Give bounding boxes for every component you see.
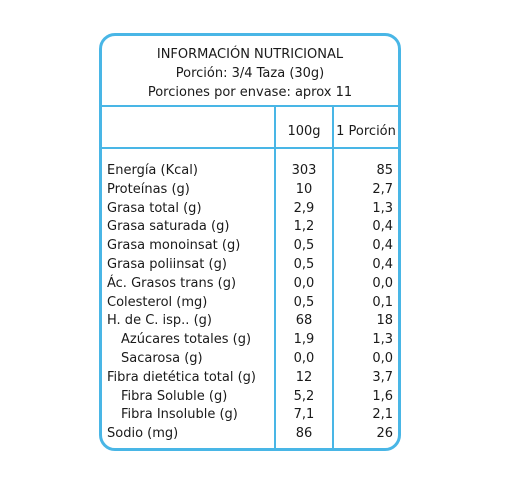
nutrient-row: H. de C. isp.. (g) 68 18 <box>102 312 398 331</box>
nutrient-row: Fibra dietética total (g) 12 3,7 <box>102 369 398 388</box>
value-portion: 1,6 <box>372 388 393 404</box>
value-100g: 0,5 <box>293 294 315 310</box>
nutrient-label: Grasa total (g) <box>107 200 202 216</box>
value-portion: 26 <box>376 426 393 442</box>
nutrition-facts-panel: INFORMACIÓN NUTRICIONAL Porción: 3/4 Taz… <box>99 33 401 451</box>
value-100g: 1,9 <box>293 332 315 348</box>
value-100g: 0,5 <box>293 238 315 254</box>
value-portion: 0,0 <box>372 350 393 366</box>
nutrient-row: Proteínas (g) 10 2,7 <box>102 181 398 200</box>
nutrient-row: Grasa total (g) 2,9 1,3 <box>102 200 398 219</box>
serving-size: Porción: 3/4 Taza (30g) <box>175 66 325 81</box>
value-portion: 0,1 <box>372 294 393 310</box>
nutrient-label: Sodio (mg) <box>107 426 179 442</box>
nutrient-row: Grasa saturada (g) 1,2 0,4 <box>102 218 398 237</box>
column-header-portion: 1 Porción <box>336 124 396 139</box>
nutrient-label: Azúcares totales (g) <box>121 332 252 348</box>
value-100g: 0,0 <box>293 275 315 291</box>
value-100g: 1,2 <box>293 219 315 235</box>
value-portion: 0,4 <box>372 256 393 272</box>
nutrient-label: Colesterol (mg) <box>107 294 208 310</box>
column-divider-portion <box>332 107 334 448</box>
nutrient-label: Proteínas (g) <box>107 181 190 197</box>
value-portion: 0,4 <box>372 219 393 235</box>
column-header-100g: 100g <box>287 124 321 139</box>
nutrient-label: Grasa saturada (g) <box>107 219 230 235</box>
nutrient-label: Energía (Kcal) <box>107 163 198 178</box>
value-portion: 18 <box>376 313 393 329</box>
value-100g: 0,5 <box>293 256 315 272</box>
value-portion: 85 <box>376 163 393 178</box>
nutrient-label: Ác. Grasos trans (g) <box>107 275 237 291</box>
value-portion: 1,3 <box>372 200 393 216</box>
nutrient-row: Fibra Soluble (g) 5,2 1,6 <box>102 388 398 407</box>
nutrient-label: Fibra dietética total (g) <box>107 369 257 385</box>
nutrient-row: Sacarosa (g) 0,0 0,0 <box>102 350 398 369</box>
nutrient-row: Ác. Grasos trans (g) 0,0 0,0 <box>102 275 398 294</box>
value-100g: 86 <box>295 426 313 442</box>
nutrient-label: Grasa poliinsat (g) <box>107 256 227 272</box>
nutrient-label: Fibra Soluble (g) <box>121 388 228 404</box>
column-divider-100g <box>274 107 276 448</box>
value-100g: 0,0 <box>293 350 315 366</box>
nutrient-label: Sacarosa (g) <box>121 350 203 366</box>
value-portion: 0,0 <box>372 275 393 291</box>
value-portion: 2,1 <box>372 407 393 423</box>
value-100g: 7,1 <box>293 407 315 423</box>
nutrient-label: Fibra Insoluble (g) <box>121 407 238 423</box>
nutrient-row: Grasa monoinsat (g) 0,5 0,4 <box>102 237 398 256</box>
value-portion: 0,4 <box>372 238 393 254</box>
nutrient-row: Azúcares totales (g) 1,9 1,3 <box>102 331 398 350</box>
column-header-divider <box>102 147 398 149</box>
value-100g: 2,9 <box>293 200 315 216</box>
value-100g: 10 <box>295 181 313 197</box>
value-100g: 5,2 <box>293 388 315 404</box>
value-100g: 12 <box>295 369 313 385</box>
nutrient-row: Colesterol (mg) 0,5 0,1 <box>102 294 398 313</box>
servings-per-container: Porciones por envase: aprox 11 <box>147 85 353 100</box>
value-portion: 1,3 <box>372 332 393 348</box>
nutrient-label: H. de C. isp.. (g) <box>107 313 212 329</box>
nutrition-title: INFORMACIÓN NUTRICIONAL <box>156 47 344 62</box>
nutrient-row: Fibra Insoluble (g) 7,1 2,1 <box>102 406 398 425</box>
nutrient-rows: Energía (Kcal) 303 85 Proteínas (g) 10 2,7 G… <box>102 162 398 444</box>
nutrient-label: Grasa monoinsat (g) <box>107 238 241 254</box>
nutrient-row: Sodio (mg) 86 26 <box>102 425 398 444</box>
value-100g: 303 <box>291 163 317 178</box>
nutrient-row: Energía (Kcal) 303 85 <box>102 162 398 181</box>
value-portion: 2,7 <box>372 181 393 197</box>
value-portion: 3,7 <box>372 369 393 385</box>
value-100g: 68 <box>295 313 313 329</box>
header-divider <box>102 105 398 107</box>
nutrient-row: Grasa poliinsat (g) 0,5 0,4 <box>102 256 398 275</box>
